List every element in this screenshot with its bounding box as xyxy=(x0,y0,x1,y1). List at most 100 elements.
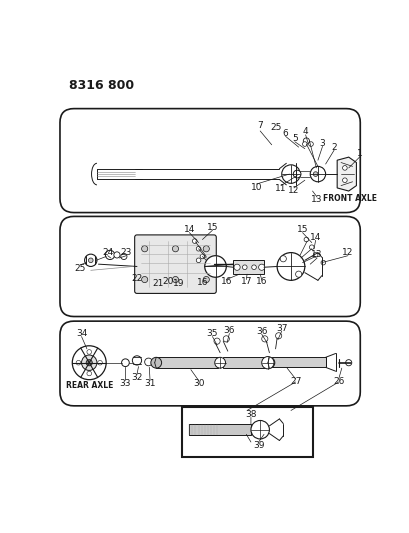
Circle shape xyxy=(151,357,161,368)
Circle shape xyxy=(263,357,274,368)
Text: 25: 25 xyxy=(269,123,281,132)
Circle shape xyxy=(203,246,209,252)
Text: 39: 39 xyxy=(252,441,264,450)
Text: 13: 13 xyxy=(311,251,322,260)
Text: 12: 12 xyxy=(342,248,353,257)
Circle shape xyxy=(172,277,178,282)
Circle shape xyxy=(275,333,281,339)
Text: 38: 38 xyxy=(245,410,256,419)
Circle shape xyxy=(192,239,197,244)
Circle shape xyxy=(342,178,346,182)
Circle shape xyxy=(81,355,97,370)
Circle shape xyxy=(250,421,269,439)
Text: 22: 22 xyxy=(131,273,142,282)
Text: 20: 20 xyxy=(162,277,173,286)
Text: 16: 16 xyxy=(197,278,209,287)
Text: 26: 26 xyxy=(332,377,344,386)
Circle shape xyxy=(309,245,313,249)
Text: 11: 11 xyxy=(274,184,286,193)
Text: 3: 3 xyxy=(319,139,325,148)
Text: 37: 37 xyxy=(275,324,287,333)
Circle shape xyxy=(281,165,299,183)
Text: 24: 24 xyxy=(102,248,113,257)
Circle shape xyxy=(303,237,308,242)
Text: 30: 30 xyxy=(192,379,204,388)
Circle shape xyxy=(251,265,256,270)
Circle shape xyxy=(121,359,129,367)
Text: 1: 1 xyxy=(357,149,362,158)
Circle shape xyxy=(303,138,309,144)
Text: 31: 31 xyxy=(144,379,155,388)
Text: 21: 21 xyxy=(153,279,164,288)
Circle shape xyxy=(312,172,317,176)
Text: 6: 6 xyxy=(282,129,288,138)
Circle shape xyxy=(292,170,300,178)
FancyBboxPatch shape xyxy=(60,321,360,406)
Text: 25: 25 xyxy=(74,263,85,272)
Text: 36: 36 xyxy=(223,326,234,335)
Text: 15: 15 xyxy=(296,225,308,234)
Circle shape xyxy=(258,264,264,270)
Circle shape xyxy=(72,346,106,379)
Circle shape xyxy=(84,254,97,266)
Text: 8316 800: 8316 800 xyxy=(69,79,134,92)
Circle shape xyxy=(87,350,91,354)
Bar xyxy=(233,260,263,274)
Text: 17: 17 xyxy=(240,277,252,286)
Circle shape xyxy=(105,251,115,260)
Text: 14: 14 xyxy=(309,233,321,241)
Circle shape xyxy=(320,260,325,265)
Text: 10: 10 xyxy=(250,183,261,192)
Circle shape xyxy=(196,246,200,251)
Circle shape xyxy=(87,371,91,376)
Circle shape xyxy=(261,336,267,342)
Text: 16: 16 xyxy=(220,277,231,286)
Text: 35: 35 xyxy=(206,329,218,338)
Circle shape xyxy=(312,253,317,257)
Circle shape xyxy=(200,254,204,259)
Circle shape xyxy=(203,277,209,282)
Circle shape xyxy=(204,256,226,277)
Circle shape xyxy=(345,360,351,366)
Circle shape xyxy=(196,258,200,263)
Circle shape xyxy=(144,358,152,366)
Circle shape xyxy=(172,246,178,252)
Text: 27: 27 xyxy=(289,377,301,386)
Circle shape xyxy=(213,338,220,344)
Text: 33: 33 xyxy=(119,379,131,388)
Text: 4: 4 xyxy=(302,127,308,136)
Text: 2: 2 xyxy=(330,143,336,151)
Text: 36: 36 xyxy=(255,327,267,336)
Circle shape xyxy=(214,357,225,368)
Text: 7: 7 xyxy=(257,121,263,130)
Polygon shape xyxy=(336,157,355,191)
Bar xyxy=(181,407,312,457)
Circle shape xyxy=(222,336,229,342)
Text: FRONT AXLE: FRONT AXLE xyxy=(322,194,376,203)
Text: 12: 12 xyxy=(288,185,299,195)
Circle shape xyxy=(302,142,306,147)
Circle shape xyxy=(121,253,127,260)
Circle shape xyxy=(114,252,120,258)
Text: REAR AXLE: REAR AXLE xyxy=(65,381,112,390)
Circle shape xyxy=(279,256,285,262)
Circle shape xyxy=(276,253,304,280)
Circle shape xyxy=(141,246,147,252)
Circle shape xyxy=(132,356,141,365)
Bar xyxy=(189,424,250,435)
Text: 34: 34 xyxy=(76,329,87,338)
Text: 23: 23 xyxy=(120,248,132,257)
Text: 14: 14 xyxy=(183,225,195,234)
Circle shape xyxy=(88,258,93,263)
Text: 15: 15 xyxy=(206,223,218,232)
Circle shape xyxy=(310,166,325,182)
Text: 16: 16 xyxy=(255,277,267,286)
FancyBboxPatch shape xyxy=(60,216,360,317)
Circle shape xyxy=(86,360,92,366)
Text: 5: 5 xyxy=(291,134,297,143)
Text: 13: 13 xyxy=(311,195,322,204)
Circle shape xyxy=(342,166,346,170)
Circle shape xyxy=(295,271,301,277)
Bar xyxy=(222,357,265,368)
Text: 19: 19 xyxy=(172,279,184,288)
